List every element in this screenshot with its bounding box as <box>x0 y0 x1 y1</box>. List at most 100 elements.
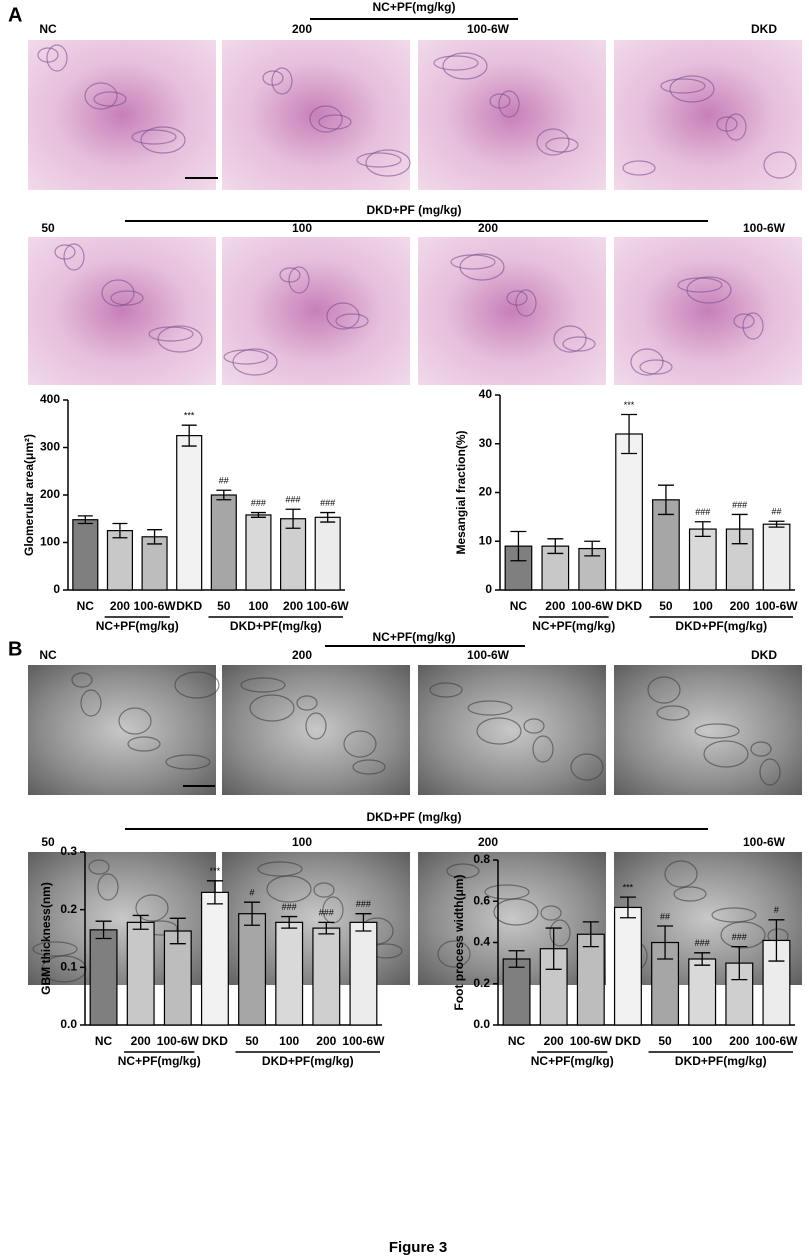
x-tick-label: 100 <box>248 599 268 613</box>
bar <box>349 921 378 1026</box>
structure <box>365 149 411 177</box>
bar <box>576 933 605 1026</box>
y-axis-label: Glomerular area(μm²) <box>22 434 36 556</box>
image-label: NC <box>39 22 57 36</box>
structure <box>493 898 539 926</box>
structure <box>343 730 377 758</box>
structure <box>750 741 772 757</box>
structure <box>549 919 571 947</box>
significance-label: ### <box>732 932 747 942</box>
x-tick-label: DKD <box>616 599 642 613</box>
structure <box>165 754 211 770</box>
structure <box>271 67 293 95</box>
error-bar <box>285 508 301 529</box>
error-bar <box>318 921 335 935</box>
structure <box>249 694 295 722</box>
structure <box>647 676 681 704</box>
x-tick-label: 100-6W <box>134 599 177 613</box>
structure <box>664 860 698 888</box>
structure <box>352 759 386 775</box>
structure <box>88 859 110 875</box>
x-tick-label: 100 <box>693 599 713 613</box>
structure <box>540 905 562 921</box>
micrograph <box>614 237 802 385</box>
structure <box>46 44 68 72</box>
structure <box>669 75 715 103</box>
bar <box>238 913 267 1026</box>
x-tick-label: NC <box>508 1034 526 1048</box>
structure <box>240 677 286 693</box>
bar <box>688 528 717 591</box>
structure <box>711 907 757 923</box>
structure <box>335 313 369 329</box>
error-bar <box>657 484 674 516</box>
structure <box>97 873 119 901</box>
structure <box>433 55 479 71</box>
structure <box>41 955 87 983</box>
x-tick-label: 200 <box>545 599 565 613</box>
group-label: DKD+PF(mg/kg) <box>675 619 767 633</box>
micrograph <box>28 665 216 795</box>
significance-label: ### <box>282 902 297 912</box>
x-tick-label: 100-6W <box>307 599 350 613</box>
significance-label: ## <box>772 507 782 517</box>
error-bar <box>731 513 748 545</box>
structure <box>313 882 335 898</box>
image-label: 100-6W <box>743 835 786 849</box>
x-tick-label: NC <box>77 599 95 613</box>
significance-label: ### <box>732 500 747 510</box>
significance-label: ### <box>695 507 710 517</box>
x-tick-label: 50 <box>658 1034 672 1048</box>
structure <box>356 152 402 168</box>
error-bar <box>584 540 601 557</box>
micrograph <box>222 665 410 795</box>
significance-label: ### <box>695 938 710 948</box>
micrograph <box>418 665 606 795</box>
micrograph <box>222 40 410 190</box>
significance-label: ### <box>286 495 301 505</box>
structure <box>54 244 76 260</box>
y-tick-label: 0 <box>485 582 492 596</box>
structure <box>318 114 352 130</box>
structure <box>279 267 301 283</box>
micrograph <box>614 665 802 795</box>
structure <box>545 137 579 153</box>
panel-label: A <box>8 4 22 26</box>
error-bar <box>768 520 785 528</box>
x-tick-label: 100 <box>279 1034 299 1048</box>
group-label: NC+PF(mg/kg) <box>118 1054 201 1068</box>
x-tick-label: 100-6W <box>342 1034 385 1048</box>
structure <box>467 700 513 716</box>
significance-label: ## <box>219 476 229 486</box>
structure <box>174 671 220 699</box>
micrograph <box>418 237 606 385</box>
group-label: NC+PF(mg/kg) <box>372 0 455 14</box>
x-tick-label: 100-6W <box>755 1034 798 1048</box>
structure <box>288 266 310 294</box>
bar <box>502 958 531 1026</box>
structure <box>459 253 505 281</box>
image-label: 200 <box>478 221 498 235</box>
y-tick-label: 200 <box>40 487 60 501</box>
x-tick-label: NC <box>95 1034 113 1048</box>
error-bar <box>147 529 163 545</box>
bar <box>615 433 643 591</box>
x-tick-label: NC <box>510 599 528 613</box>
y-tick-label: 0 <box>53 582 60 596</box>
error-bar <box>281 915 298 929</box>
bar <box>106 530 134 591</box>
error-bar <box>768 919 785 962</box>
significance-label: ## <box>660 911 670 921</box>
structure <box>703 740 749 768</box>
group-label: NC+PF(mg/kg) <box>531 1054 614 1068</box>
bar <box>275 921 304 1026</box>
x-tick-label: 200 <box>544 1034 564 1048</box>
y-tick-label: 0.2 <box>60 902 77 916</box>
y-axis-label: Mesangial fraction(%) <box>454 430 468 554</box>
significance-label: *** <box>210 866 221 876</box>
structure <box>157 325 203 353</box>
error-bar <box>169 917 186 945</box>
group-label: DKD+PF (mg/kg) <box>366 203 461 217</box>
structure <box>32 941 78 957</box>
significance-label: *** <box>184 411 195 421</box>
